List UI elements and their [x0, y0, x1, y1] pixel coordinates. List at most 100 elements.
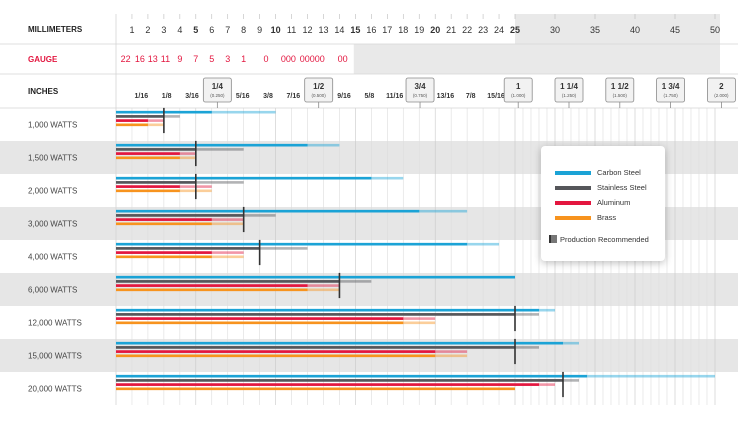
bar-production-aluminum-20-000-watts: [116, 383, 539, 386]
gauge-label-3: 11: [161, 54, 170, 64]
mm-tick-label-3: 3: [161, 25, 166, 35]
header-shade-gauge: [353, 44, 720, 74]
mm-tick-label-21: 21: [446, 25, 456, 35]
production-marker-15-000-watts: [514, 338, 516, 365]
production-marker-6-000-watts: [338, 272, 341, 299]
bar-production-carbon-steel-4-000-watts: [116, 242, 468, 246]
inch-tick-label-18: 1 3/4: [662, 82, 680, 91]
legend-label-stainless-steel: Stainless Steel: [597, 183, 647, 192]
inch-tick-label-0: 1/16: [135, 93, 149, 100]
bar-production-brass-20-000-watts: [116, 387, 515, 391]
mm-tick-label-2: 2: [145, 25, 150, 35]
bar-production-carbon-steel-3-000-watts: [116, 209, 420, 213]
bar-production-stainless-steel-12-000-watts: [116, 313, 515, 316]
gauge-label-1: 16: [135, 54, 145, 64]
mm-tick-label-4: 4: [177, 25, 182, 35]
inch-tick-sub-17: (1.500): [613, 93, 628, 98]
row-label-millimeters: MILLIMETERS: [28, 25, 83, 34]
bar-production-stainless-steel-20-000-watts: [116, 379, 563, 382]
bar-production-stainless-steel-2-000-watts: [116, 181, 196, 184]
bar-production-aluminum-1-000-watts: [116, 119, 148, 122]
inch-tick-sub-3: (0.250): [210, 93, 225, 98]
bar-production-brass-1-500-watts: [116, 156, 180, 160]
category-label-20-000-watts: 20,000 WATTS: [28, 385, 82, 394]
inch-tick-label-16: 1 1/4: [560, 82, 578, 91]
bar-production-aluminum-4-000-watts: [116, 251, 212, 254]
bar-production-aluminum-3-000-watts: [116, 218, 212, 221]
mm-tick-label-25: 25: [510, 25, 520, 35]
inch-tick-sub-19: (2.000): [714, 93, 729, 98]
mm-tick-label-50: 50: [710, 25, 720, 35]
legend-swatch-aluminum: [555, 201, 591, 205]
legend: Carbon Steel Stainless Steel Aluminum Br…: [541, 146, 665, 261]
bar-production-stainless-steel-3-000-watts: [116, 214, 244, 217]
bar-production-carbon-steel-20-000-watts: [116, 374, 587, 378]
category-label-6-000-watts: 6,000 WATTS: [28, 286, 77, 295]
inch-tick-sub-18: (1.750): [663, 93, 678, 98]
bar-production-brass-4-000-watts: [116, 255, 212, 259]
mm-tick-label-22: 22: [462, 25, 472, 35]
bar-production-stainless-steel-1-000-watts: [116, 115, 164, 118]
inch-tick-label-4: 5/16: [236, 93, 250, 100]
category-label-4-000-watts: 4,000 WATTS: [28, 253, 77, 262]
bar-production-carbon-steel-12-000-watts: [116, 308, 539, 312]
inch-tick-label-15: 1: [516, 82, 521, 91]
bar-production-aluminum-12-000-watts: [116, 317, 404, 320]
category-label-3-000-watts: 3,000 WATTS: [28, 220, 77, 229]
legend-label-aluminum: Aluminum: [597, 198, 631, 207]
gauge-label-10: 000: [281, 54, 296, 64]
row-label-inches: INCHES: [28, 87, 59, 96]
legend-production-recommended: Production Recommended: [549, 235, 649, 244]
inch-tick-label-6: 7/16: [287, 93, 301, 100]
production-marker-icon: [549, 235, 557, 243]
gauge-label-12: 00: [338, 54, 348, 64]
inch-tick-sub-7: (0.500): [312, 93, 327, 98]
inch-tick-label-14: 15/16: [487, 93, 505, 100]
mm-tick-label-30: 30: [550, 25, 560, 35]
production-marker-2-000-watts: [195, 173, 197, 200]
inch-tick-label-3: 1/4: [212, 82, 224, 91]
bar-production-stainless-steel-4-000-watts: [116, 247, 260, 250]
inch-tick-label-5: 3/8: [263, 93, 273, 100]
bar-production-aluminum-6-000-watts: [116, 284, 308, 287]
inch-tick-label-1: 1/8: [162, 93, 172, 100]
bar-production-carbon-steel-1-500-watts: [116, 143, 308, 147]
category-label-15-000-watts: 15,000 WATTS: [28, 352, 82, 361]
gauge-label-9: 0: [264, 54, 269, 64]
mm-tick-label-45: 45: [670, 25, 680, 35]
mm-tick-label-20: 20: [430, 25, 440, 35]
bar-production-brass-6-000-watts: [116, 288, 308, 292]
bar-production-brass-15-000-watts: [116, 354, 436, 358]
gauge-label-5: 7: [193, 54, 198, 64]
mm-tick-label-9: 9: [257, 25, 262, 35]
gauge-label-2: 13: [148, 54, 158, 64]
legend-production-label: Production Recommended: [560, 235, 649, 244]
production-marker-3-000-watts: [242, 206, 245, 233]
mm-tick-label-13: 13: [318, 25, 328, 35]
mm-tick-label-5: 5: [193, 25, 198, 35]
production-marker-1-500-watts: [195, 140, 197, 167]
mm-tick-label-17: 17: [382, 25, 392, 35]
category-label-1-000-watts: 1,000 WATTS: [28, 121, 77, 130]
category-label-12-000-watts: 12,000 WATTS: [28, 319, 82, 328]
inch-tick-label-9: 5/8: [364, 93, 374, 100]
header-shade-mm: [515, 14, 720, 44]
category-label-2-000-watts: 2,000 WATTS: [28, 187, 77, 196]
mm-tick-label-6: 6: [209, 25, 214, 35]
bar-production-aluminum-1-500-watts: [116, 152, 180, 155]
production-marker-4-000-watts: [258, 239, 261, 266]
mm-tick-label-7: 7: [225, 25, 230, 35]
bar-production-brass-1-000-watts: [116, 123, 148, 127]
mm-tick-label-19: 19: [414, 25, 424, 35]
bar-production-stainless-steel-15-000-watts: [116, 346, 515, 349]
inch-tick-sub-15: (1.000): [511, 93, 526, 98]
mm-tick-label-35: 35: [590, 25, 600, 35]
inch-tick-label-10: 11/16: [386, 93, 403, 100]
gauge-label-4: 9: [177, 54, 182, 64]
mm-tick-label-11: 11: [287, 25, 296, 35]
bar-production-carbon-steel-6-000-watts: [116, 275, 515, 279]
mm-tick-label-14: 14: [334, 25, 344, 35]
inch-tick-label-17: 1 1/2: [611, 82, 629, 91]
bar-production-brass-12-000-watts: [116, 321, 404, 325]
